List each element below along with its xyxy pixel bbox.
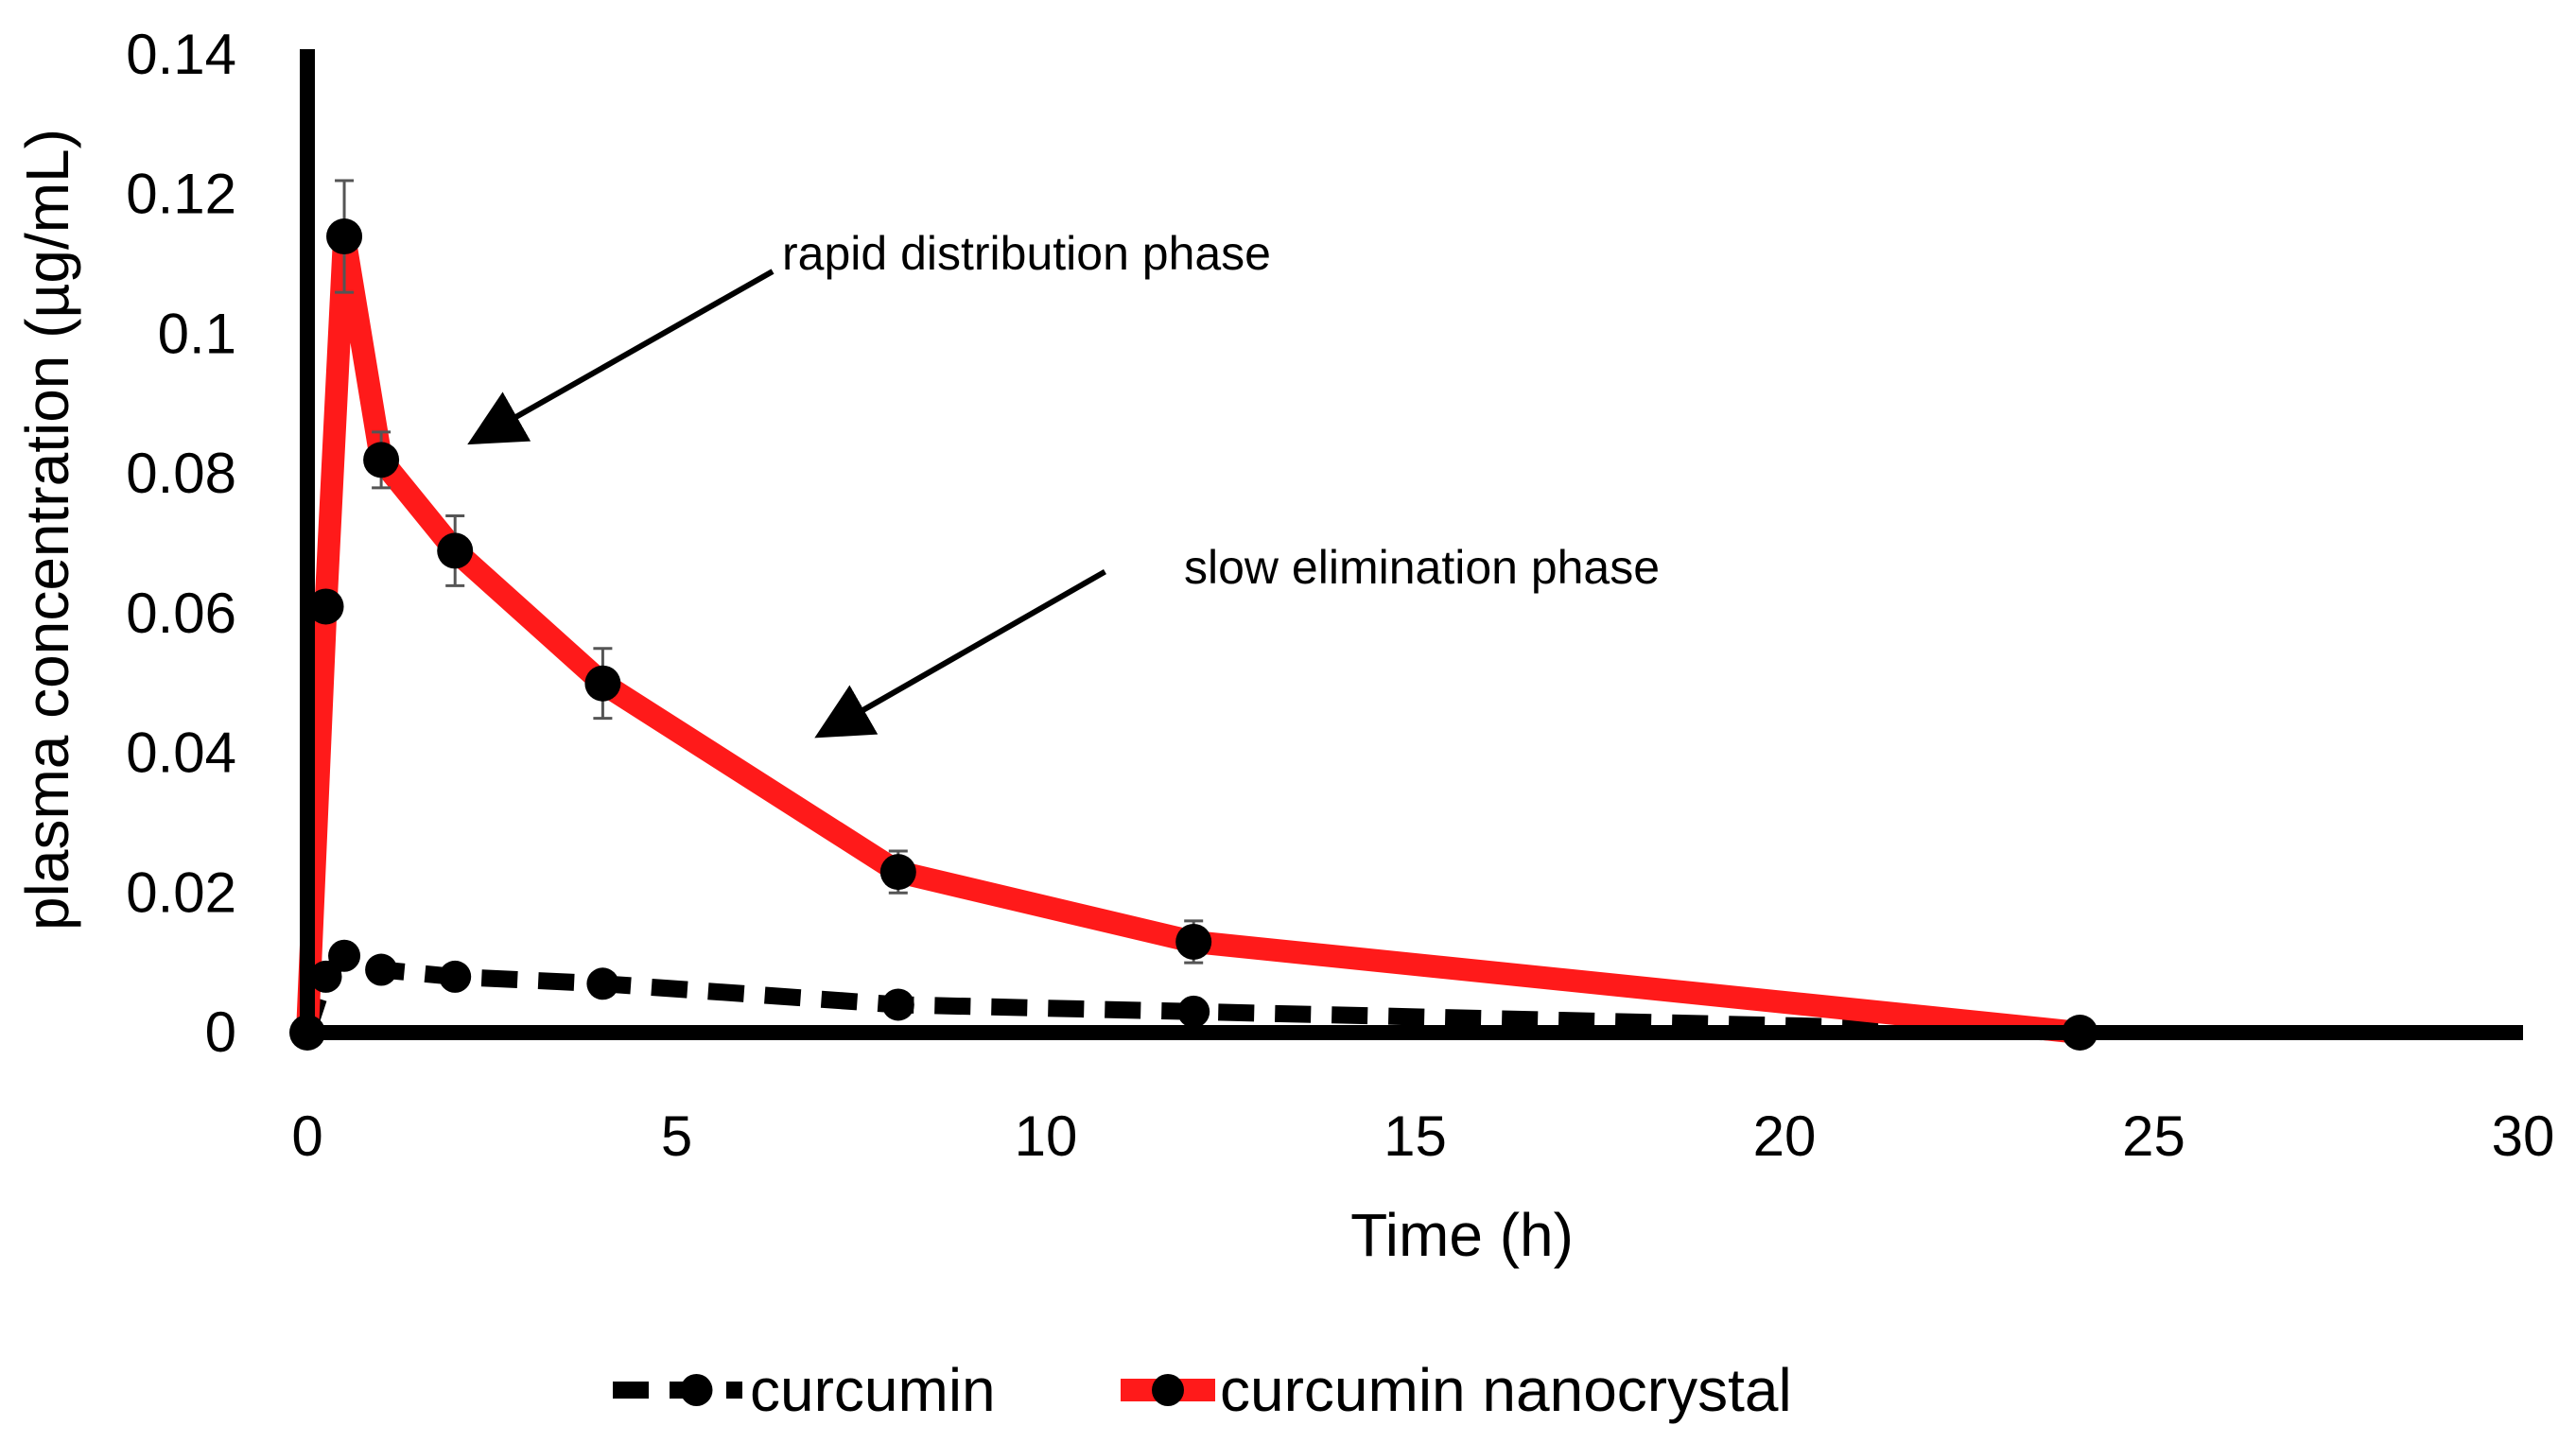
legend-entry-label: curcumin nanocrystal — [1220, 1356, 1792, 1424]
data-point — [1177, 995, 1210, 1028]
data-point — [879, 854, 916, 891]
legend-swatch-marker — [680, 1374, 713, 1406]
legend: curcumin curcumin nanocrystal — [613, 1356, 1792, 1424]
annotation-text: slow elimination phase — [1184, 541, 1660, 594]
x-tick-label: 25 — [2122, 1104, 2185, 1168]
data-point — [2062, 1015, 2098, 1051]
data-point — [326, 218, 363, 255]
y-tick-label: 0 — [205, 1000, 236, 1064]
x-tick-label: 10 — [1015, 1104, 1078, 1168]
x-tick-label: 20 — [1753, 1104, 1817, 1168]
data-point — [584, 665, 621, 702]
y-tick-label: 0.12 — [126, 163, 236, 226]
y-tick-label: 0.08 — [126, 442, 236, 505]
y-axis-label: plasma concentration (µg/mL) — [13, 129, 81, 930]
data-point — [437, 532, 474, 569]
x-axis-label: Time (h) — [1350, 1201, 1574, 1269]
series-line-curcumin-nanocrystal — [296, 225, 2081, 1044]
x-tick-label: 5 — [661, 1104, 692, 1168]
data-point — [586, 967, 619, 1000]
y-tick-label: 0.06 — [126, 582, 236, 645]
x-tick-label: 0 — [291, 1104, 322, 1168]
data-point — [365, 953, 398, 986]
data-point — [307, 588, 344, 625]
data-point — [289, 1015, 325, 1051]
data-point — [328, 939, 361, 972]
annotation-arrow — [467, 269, 775, 445]
y-tick-label: 0.02 — [126, 861, 236, 924]
series-layer — [296, 179, 2081, 1044]
points-layer — [289, 218, 2098, 1051]
data-point — [881, 988, 914, 1021]
y-tick-label: 0.04 — [126, 722, 236, 785]
data-point — [363, 442, 400, 478]
x-tick-label: 30 — [2492, 1104, 2555, 1168]
tick-labels: 0 0.02 0.04 0.06 0.08 0.1 0.12 0.14 0 5 10 15 20 25 30 — [126, 23, 2554, 1168]
axes — [300, 49, 2523, 1040]
annotations: rapid distribution phase slow elimination… — [467, 227, 1660, 739]
data-point — [309, 960, 342, 993]
annotation-text: rapid distribution phase — [782, 227, 1271, 280]
y-tick-label: 0.14 — [126, 23, 236, 86]
data-point — [439, 960, 472, 993]
y-tick-label: 0.1 — [158, 302, 236, 365]
data-point — [1175, 923, 1212, 960]
legend-swatch-marker — [1152, 1374, 1184, 1406]
annotation-arrow — [814, 568, 1106, 739]
legend-entry-label: curcumin — [750, 1356, 996, 1424]
x-tick-label: 15 — [1384, 1104, 1447, 1168]
